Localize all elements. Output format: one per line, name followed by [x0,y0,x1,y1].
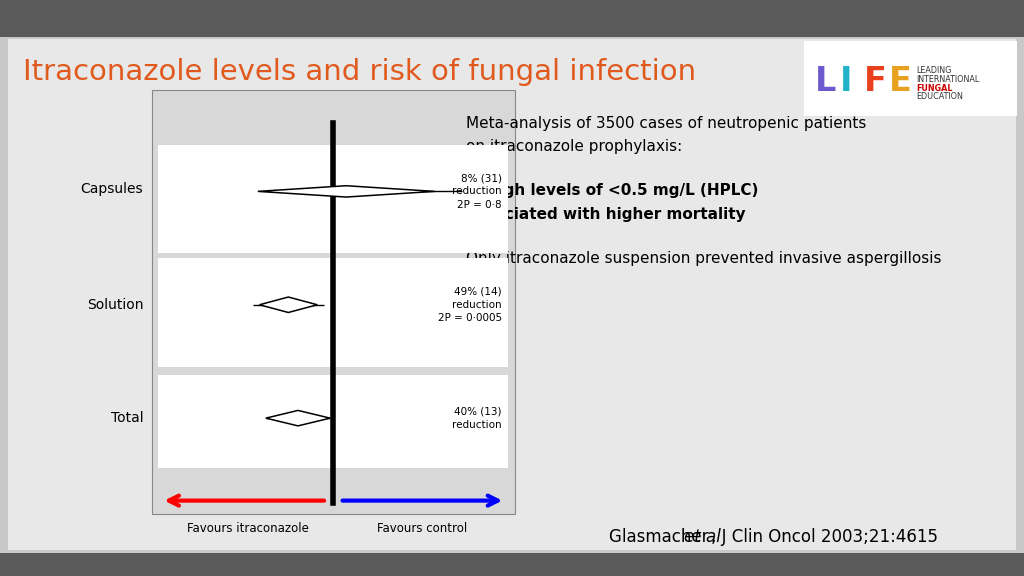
Text: 8% (31)
reduction
2P = 0·8: 8% (31) reduction 2P = 0·8 [453,173,502,210]
Text: Capsules: Capsules [81,183,143,196]
Text: Trough levels of <0.5 mg/L (HPLC): Trough levels of <0.5 mg/L (HPLC) [466,183,759,198]
Bar [804,41,1017,116]
Text: L: L [815,65,837,98]
Text: associated with higher mortality: associated with higher mortality [466,207,745,222]
Text: Favours itraconazole: Favours itraconazole [186,522,308,535]
Bar [159,259,508,366]
Polygon shape [266,411,330,426]
Polygon shape [259,297,317,313]
Text: Solution: Solution [87,298,143,312]
Text: Itraconazole levels and risk of fungal infection: Itraconazole levels and risk of fungal i… [23,58,695,86]
Bar [0,0,1024,37]
Bar [159,375,508,468]
Text: 49% (14)
reduction
2P = 0·0005: 49% (14) reduction 2P = 0·0005 [438,287,502,323]
Text: FUNGAL: FUNGAL [916,84,953,93]
Text: et al: et al [684,528,721,546]
Bar [0,553,1024,576]
Text: 40% (13)
reduction: 40% (13) reduction [453,407,502,430]
Text: Glasmacher: Glasmacher [609,528,714,546]
Text: E: E [889,65,911,98]
Text: INTERNATIONAL: INTERNATIONAL [916,75,980,84]
Bar [8,39,1016,550]
Polygon shape [258,185,434,197]
Text: EDUCATION: EDUCATION [916,92,964,101]
Text: Only itraconazole suspension prevented invasive aspergillosis: Only itraconazole suspension prevented i… [466,251,941,266]
Text: Favours control: Favours control [377,522,467,535]
Text: I: I [840,65,852,98]
Bar [159,145,508,253]
Bar [152,90,515,514]
Text: LEADING: LEADING [916,66,952,75]
Text: Meta-analysis of 3500 cases of neutropenic patients: Meta-analysis of 3500 cases of neutropen… [466,116,866,131]
Text: on itraconazole prophylaxis:: on itraconazole prophylaxis: [466,139,682,154]
Text: , J Clin Oncol 2003;21:4615: , J Clin Oncol 2003;21:4615 [711,528,938,546]
Text: F: F [864,65,887,98]
Text: Total: Total [111,411,143,425]
